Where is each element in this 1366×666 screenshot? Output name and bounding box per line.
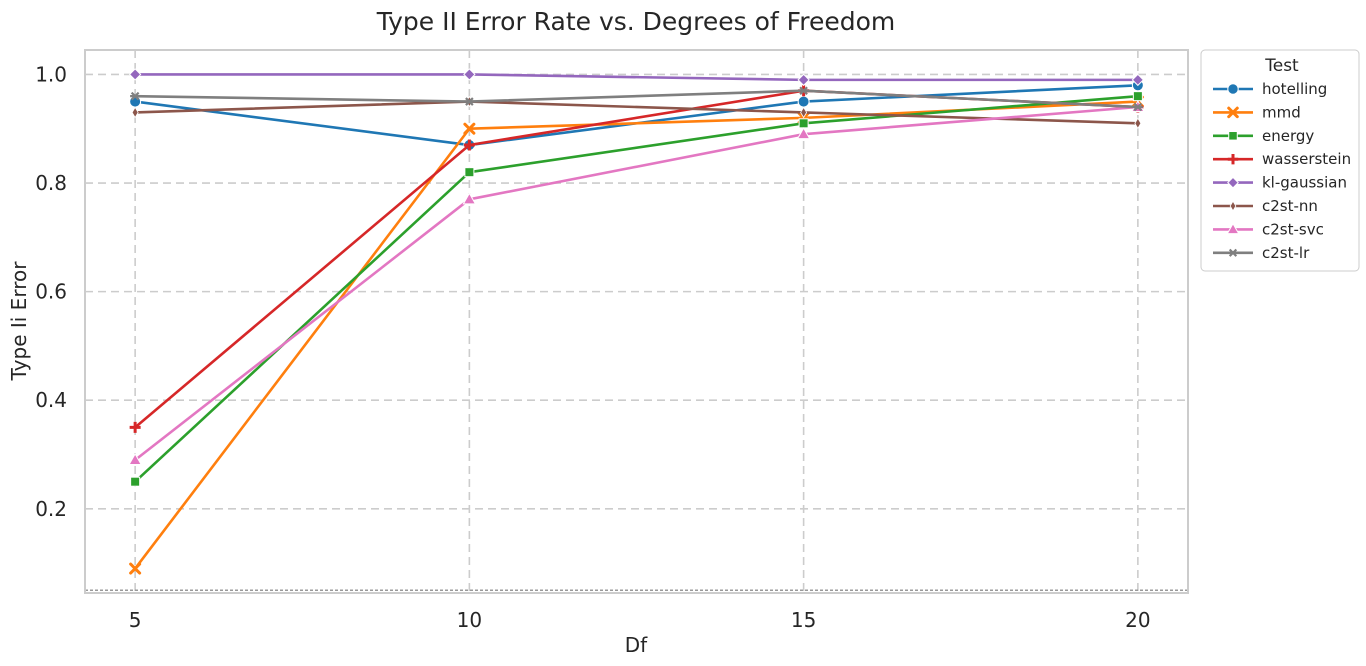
series-line-c2st-svc — [134, 105, 1138, 461]
series-line-kl-gaussian — [135, 73, 1138, 82]
legend-label: wasserstein — [1262, 150, 1351, 168]
legend-label: c2st-nn — [1262, 197, 1318, 215]
data-point-energy — [1132, 91, 1143, 102]
legend-label: kl-gaussian — [1262, 174, 1347, 192]
x-tick-label: 20 — [1125, 608, 1150, 632]
legend-item-hotelling: hotelling — [1213, 80, 1327, 98]
legend-box — [1200, 49, 1360, 272]
data-point-kl-gaussian — [128, 68, 142, 81]
series-line-c2st-lr — [135, 89, 1138, 109]
legend-items: hotelling mmd energy wasserstein kl-gaussian… — [1213, 80, 1351, 262]
series-line-energy — [134, 94, 1138, 483]
legend-label: c2st-lr — [1262, 244, 1310, 262]
data-point-c2st-lr — [798, 86, 809, 96]
data-point-wasserstein — [463, 139, 475, 151]
grid — [85, 50, 1188, 593]
y-tick-label: 1.0 — [35, 62, 67, 86]
series-c2st-svc — [128, 100, 1145, 465]
x-axis-label: Df — [625, 633, 648, 657]
legend-marker — [1228, 131, 1238, 141]
series-kl-gaussian — [128, 68, 1145, 87]
y-axis-label: Type Ii Error — [7, 261, 31, 382]
series-energy — [130, 91, 1143, 487]
y-tick-label: 0.6 — [35, 280, 67, 304]
data-point-mmd — [463, 122, 476, 135]
legend-marker — [1226, 222, 1240, 235]
legend-item-c2st-svc: c2st-svc — [1213, 220, 1324, 238]
data-point-energy — [798, 118, 809, 129]
legend-item-wasserstein: wasserstein — [1213, 150, 1351, 168]
series-line-hotelling — [134, 83, 1138, 147]
series-wasserstein — [129, 85, 1144, 433]
y-ticks: 0.2 0.4 0.6 0.8 1.0 — [35, 62, 67, 520]
series-line-c2st-nn — [135, 100, 1138, 125]
data-point-c2st-svc — [796, 127, 811, 140]
data-point-c2st-svc — [462, 192, 477, 205]
data-point-c2st-nn — [800, 106, 808, 119]
plot-frame — [84, 49, 1189, 594]
data-point-wasserstein — [129, 421, 141, 433]
data-point-c2st-lr — [130, 91, 141, 101]
y-tick-label: 0.4 — [35, 388, 67, 412]
data-point-energy — [130, 476, 141, 487]
series-line-wasserstein — [134, 89, 1138, 429]
data-point-kl-gaussian — [463, 68, 476, 81]
x-ticks: 5 10 15 20 — [129, 608, 1151, 632]
data-point-c2st-nn — [1134, 117, 1142, 130]
legend-marker — [1228, 248, 1238, 257]
legend-item-c2st-nn: c2st-nn — [1213, 197, 1318, 215]
data-point-c2st-nn — [131, 106, 139, 119]
data-point-hotelling — [797, 95, 810, 108]
legend-label: c2st-svc — [1262, 220, 1324, 238]
legend-label: energy — [1262, 127, 1314, 145]
data-point-energy — [464, 167, 475, 178]
series-c2st-lr — [130, 86, 1143, 112]
data-point-kl-gaussian — [797, 73, 810, 87]
legend-marker — [1227, 153, 1239, 165]
x-tick-label: 5 — [129, 608, 142, 632]
data-point-mmd — [129, 562, 142, 575]
legend-label: mmd — [1262, 103, 1301, 121]
series-hotelling — [129, 79, 1144, 152]
series-group — [128, 68, 1145, 575]
x-tick-label: 15 — [791, 608, 816, 632]
legend-item-energy: energy — [1213, 127, 1314, 145]
series-mmd — [129, 95, 1144, 575]
data-point-c2st-lr — [1132, 102, 1143, 112]
legend-label: hotelling — [1262, 80, 1327, 98]
data-point-hotelling — [129, 95, 142, 108]
data-point-kl-gaussian — [1131, 73, 1145, 87]
series-line-mmd — [134, 100, 1138, 570]
legend-item-kl-gaussian: kl-gaussian — [1213, 174, 1347, 192]
chart-title: Type II Error Rate vs. Degrees of Freedo… — [376, 7, 896, 36]
data-point-c2st-lr — [464, 97, 475, 106]
legend-marker — [1227, 176, 1239, 189]
y-tick-label: 0.8 — [35, 171, 67, 195]
legend-marker — [1227, 106, 1239, 119]
legend-marker — [1227, 83, 1239, 95]
y-tick-label: 0.2 — [35, 497, 67, 521]
legend-marker — [1229, 200, 1237, 212]
x-tick-label: 10 — [457, 608, 482, 632]
legend-item-c2st-lr: c2st-lr — [1213, 244, 1310, 262]
legend: Test hotelling mmd energy wasserstein kl-gau… — [1200, 49, 1360, 272]
legend-title: Test — [1264, 56, 1299, 76]
legend-item-mmd: mmd — [1213, 103, 1301, 121]
data-point-c2st-svc — [128, 452, 142, 465]
